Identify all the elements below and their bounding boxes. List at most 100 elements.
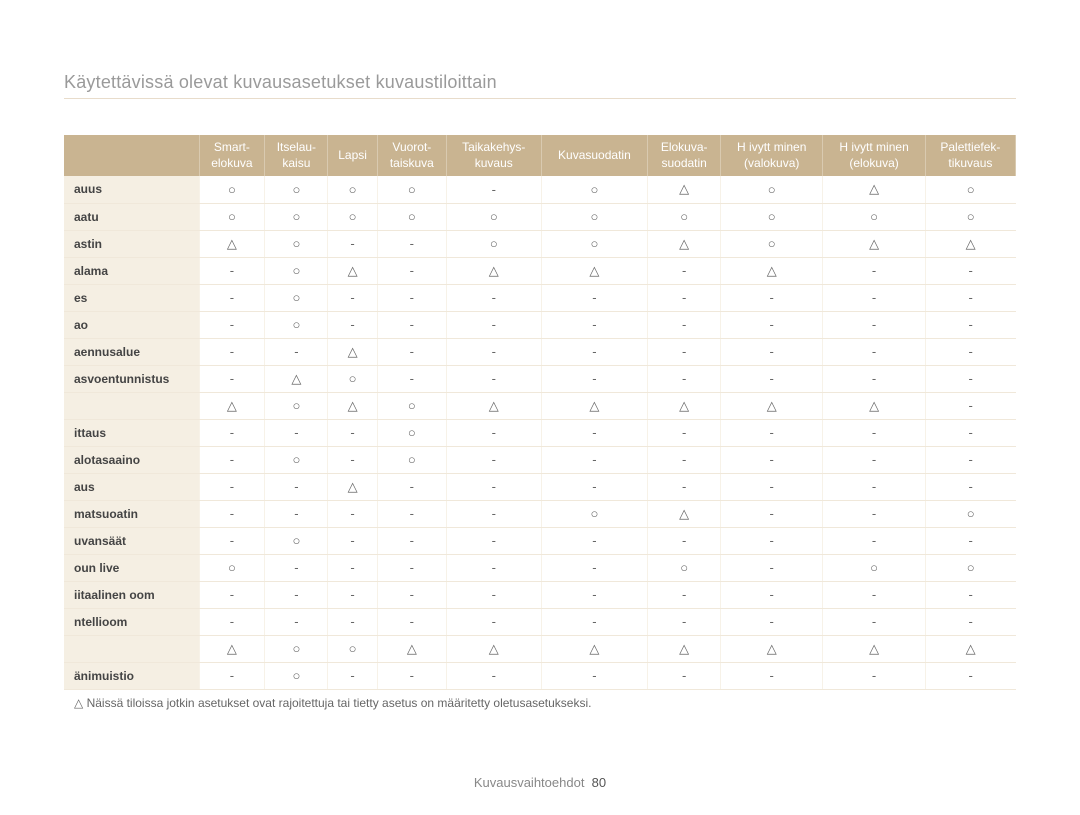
table-cell: △ — [199, 392, 265, 419]
table-cell: - — [721, 311, 823, 338]
table-cell: - — [925, 473, 1015, 500]
table-cell: - — [377, 365, 446, 392]
row-label: matsuoatin — [64, 500, 199, 527]
table-cell: - — [377, 608, 446, 635]
table-cell: - — [199, 284, 265, 311]
table-cell: ○ — [925, 500, 1015, 527]
table-cell: - — [541, 311, 648, 338]
table-row: △○△○△△△△△- — [64, 392, 1016, 419]
table-cell: △ — [823, 230, 925, 257]
table-cell: - — [265, 581, 328, 608]
column-header: Palettiefek-tikuvaus — [925, 135, 1015, 176]
table-cell: - — [823, 581, 925, 608]
table-cell: - — [823, 338, 925, 365]
table-cell: - — [199, 500, 265, 527]
table-row: es-○-------- — [64, 284, 1016, 311]
table-cell: - — [648, 527, 721, 554]
table-cell: - — [328, 527, 377, 554]
table-row: aatu○○○○○○○○○○ — [64, 203, 1016, 230]
table-cell: - — [446, 365, 541, 392]
table-row: ittaus---○------ — [64, 419, 1016, 446]
table-cell: △ — [541, 392, 648, 419]
table-cell: - — [823, 527, 925, 554]
row-label: aatu — [64, 203, 199, 230]
table-cell: - — [199, 662, 265, 689]
table-cell: △ — [199, 230, 265, 257]
table-row: alama-○△-△△-△-- — [64, 257, 1016, 284]
table-cell: ○ — [446, 230, 541, 257]
table-cell: △ — [377, 635, 446, 662]
table-cell: ○ — [925, 176, 1015, 203]
table-cell: - — [446, 473, 541, 500]
row-label: aennusalue — [64, 338, 199, 365]
table-cell: ○ — [265, 527, 328, 554]
table-cell: - — [648, 338, 721, 365]
table-cell: - — [823, 419, 925, 446]
table-cell: - — [328, 581, 377, 608]
table-cell: ○ — [377, 176, 446, 203]
table-cell: - — [199, 365, 265, 392]
table-cell: △ — [541, 257, 648, 284]
row-label: uvansäät — [64, 527, 199, 554]
table-cell: △ — [823, 176, 925, 203]
table-cell: - — [377, 257, 446, 284]
table-row: aennusalue--△------- — [64, 338, 1016, 365]
table-cell: - — [541, 419, 648, 446]
table-cell: - — [721, 527, 823, 554]
table-cell: - — [328, 311, 377, 338]
table-cell: ○ — [265, 176, 328, 203]
table-cell: - — [446, 527, 541, 554]
table-cell: ○ — [199, 554, 265, 581]
table-cell: - — [377, 230, 446, 257]
row-label — [64, 392, 199, 419]
table-cell: ○ — [328, 203, 377, 230]
table-cell: - — [925, 284, 1015, 311]
table-cell: - — [721, 338, 823, 365]
table-cell: △ — [823, 635, 925, 662]
table-cell: ○ — [199, 176, 265, 203]
table-cell: △ — [925, 635, 1015, 662]
table-cell: △ — [446, 257, 541, 284]
table-cell: - — [721, 662, 823, 689]
table-cell: - — [648, 365, 721, 392]
column-header: Elokuva-suodatin — [648, 135, 721, 176]
table-cell: - — [265, 419, 328, 446]
table-cell: △ — [721, 257, 823, 284]
table-cell: - — [925, 257, 1015, 284]
table-cell: ○ — [823, 554, 925, 581]
table-cell: ○ — [377, 446, 446, 473]
row-label: es — [64, 284, 199, 311]
footer-label: Kuvausvaihtoehdot — [474, 775, 585, 790]
table-cell: - — [925, 527, 1015, 554]
table-header: Smart-elokuvaItselau-kaisuLapsiVuorot-ta… — [64, 135, 1016, 176]
table-cell: △ — [328, 392, 377, 419]
table-cell: ○ — [265, 284, 328, 311]
table-row: matsuoatin-----○△--○ — [64, 500, 1016, 527]
table-cell: △ — [328, 473, 377, 500]
table-cell: ○ — [541, 203, 648, 230]
table-cell: - — [823, 311, 925, 338]
table-row: ntellioom---------- — [64, 608, 1016, 635]
table-cell: - — [446, 500, 541, 527]
table-cell: - — [721, 419, 823, 446]
table-cell: △ — [925, 230, 1015, 257]
table-cell: ○ — [721, 203, 823, 230]
table-cell: ○ — [648, 203, 721, 230]
table-cell: - — [721, 284, 823, 311]
table-cell: - — [199, 446, 265, 473]
table-cell: - — [925, 446, 1015, 473]
table-cell: - — [446, 446, 541, 473]
table-cell: - — [446, 554, 541, 581]
table-cell: - — [265, 338, 328, 365]
table-cell: ○ — [377, 419, 446, 446]
table-cell: - — [648, 662, 721, 689]
table-cell: - — [648, 257, 721, 284]
table-cell: ○ — [823, 203, 925, 230]
table-cell: ○ — [541, 230, 648, 257]
table-cell: △ — [541, 635, 648, 662]
table-cell: - — [648, 608, 721, 635]
table-cell: - — [199, 527, 265, 554]
table-cell: - — [721, 554, 823, 581]
table-cell: - — [541, 527, 648, 554]
table-cell: ○ — [328, 176, 377, 203]
